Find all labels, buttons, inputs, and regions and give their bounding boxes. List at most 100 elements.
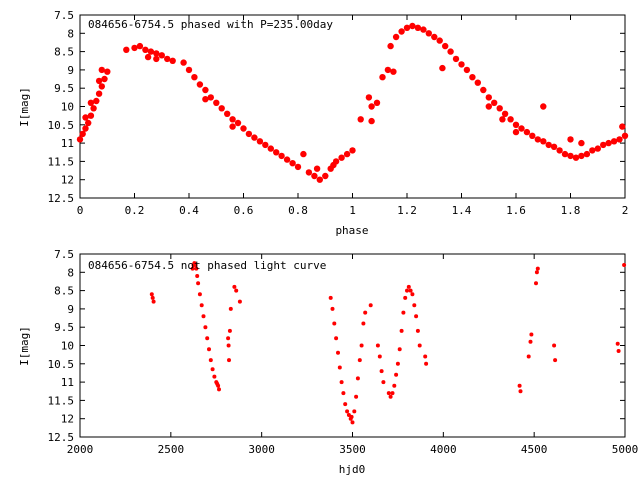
data-point: [408, 288, 413, 293]
data-point: [338, 154, 345, 161]
x-tick-label: 1.6: [506, 204, 526, 217]
y-tick-label: 10: [61, 101, 74, 114]
data-point: [343, 150, 351, 158]
data-point: [227, 358, 231, 363]
data-point: [237, 299, 242, 304]
x-tick-label: 1.2: [397, 204, 417, 217]
y-tick-label: 10.5: [48, 119, 75, 132]
data-point: [251, 134, 258, 141]
data-point: [354, 394, 359, 399]
x-tick-label: 2000: [67, 443, 94, 456]
x-axis-label: phase: [335, 224, 368, 237]
data-point: [313, 165, 321, 172]
data-point: [436, 37, 443, 44]
data-point: [349, 147, 356, 154]
data-point: [311, 172, 318, 180]
data-point: [104, 68, 111, 75]
data-point: [201, 314, 206, 319]
data-point: [540, 103, 547, 110]
data-point: [405, 288, 409, 293]
data-point: [417, 343, 422, 348]
data-point: [545, 141, 552, 149]
unphased-light-curve-panel: 2000 2500 3000 3500 4000 4500 5000 7.5 8 8.5 9 9.5…: [18, 248, 638, 476]
data-point: [394, 372, 399, 377]
data-point: [373, 99, 381, 107]
data-point: [512, 121, 520, 128]
data-point: [363, 310, 368, 315]
data-point: [387, 42, 394, 50]
y-ticks: 7.5 8 8.5 9 9.5 10 10.5 11 11.5 12 12.5: [48, 9, 625, 205]
data-point: [334, 336, 339, 341]
y-tick-label: 11: [61, 137, 74, 150]
data-point: [512, 128, 520, 136]
data-point: [379, 369, 384, 374]
data-point: [605, 139, 612, 147]
data-point: [561, 150, 569, 158]
data-point: [343, 402, 348, 407]
data-point: [535, 266, 540, 271]
data-point: [180, 59, 187, 66]
data-point: [131, 44, 138, 52]
data-points: [149, 261, 627, 425]
data-point: [619, 123, 626, 130]
data-point: [540, 138, 547, 145]
data-point: [552, 343, 557, 348]
data-point: [205, 336, 210, 341]
data-point: [82, 125, 89, 132]
data-point: [316, 176, 323, 183]
x-tick-label: 4500: [521, 443, 548, 456]
data-point: [507, 116, 514, 123]
data-point: [420, 26, 427, 33]
y-tick-label: 12: [61, 174, 74, 187]
data-point: [79, 130, 86, 138]
y-tick-label: 9.5: [54, 82, 74, 95]
data-point: [572, 154, 580, 161]
data-point: [300, 150, 307, 158]
data-point: [278, 152, 285, 160]
data-point: [399, 328, 404, 333]
data-point: [359, 343, 364, 348]
data-point: [499, 116, 506, 123]
data-point: [350, 420, 355, 425]
data-point: [368, 103, 375, 110]
x-tick-label: 0.4: [179, 204, 199, 217]
data-point: [517, 383, 522, 388]
x-tick-label: 5000: [612, 443, 639, 456]
x-tick-label: 1.4: [452, 204, 472, 217]
y-tick-label: 8.5: [54, 46, 74, 59]
data-point: [409, 22, 416, 30]
y-tick-label: 11.5: [48, 394, 75, 407]
data-point: [401, 310, 406, 315]
data-point: [76, 136, 84, 143]
x-tick-label: 0: [77, 204, 84, 217]
phased-light-curve-panel: 0 0.2 0.4 0.6 0.8 1 1.2 1.4 1.6 1.8 2 7.5 8 8.5 9 9.5 1…: [18, 9, 628, 237]
data-point: [210, 367, 215, 372]
data-point: [615, 341, 620, 346]
data-point: [193, 263, 198, 267]
data-point: [158, 52, 165, 59]
x-tick-label: 0.6: [234, 204, 254, 217]
data-point: [262, 141, 269, 149]
data-point: [322, 172, 329, 180]
data-point: [147, 48, 155, 55]
data-point: [403, 295, 408, 300]
y-tick-label: 8.5: [54, 285, 74, 298]
x-ticks: 2000 2500 3000 3500 4000 4500 5000: [67, 254, 639, 456]
data-point: [273, 149, 280, 156]
data-point: [523, 128, 531, 136]
data-point: [567, 136, 574, 143]
data-point: [283, 156, 291, 163]
data-point: [390, 391, 395, 396]
data-point: [226, 343, 231, 348]
data-point: [289, 160, 296, 167]
y-ticks: 7.5 8 8.5 9 9.5 10 10.5 11 11.5 12 12.5: [48, 248, 625, 444]
data-point: [534, 270, 539, 275]
data-point: [191, 74, 198, 81]
plot-frame: [79, 253, 626, 438]
data-points: [76, 22, 629, 183]
data-point: [410, 292, 415, 297]
data-point: [398, 28, 405, 35]
data-point: [82, 114, 89, 121]
data-point: [403, 24, 411, 31]
